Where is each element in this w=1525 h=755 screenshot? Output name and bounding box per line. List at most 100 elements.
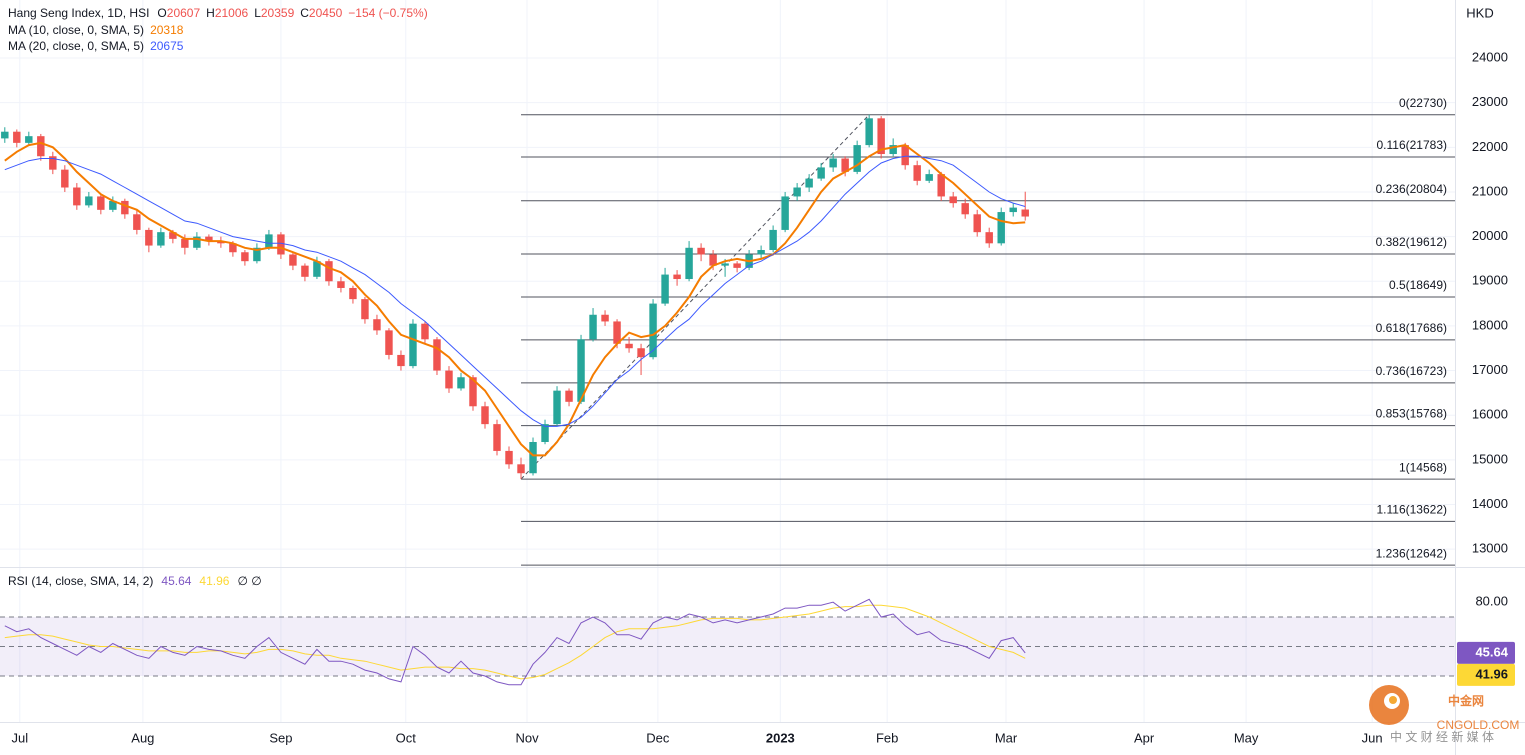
legend-text: 20607	[167, 6, 201, 20]
candle-body	[937, 174, 945, 197]
candle-body	[961, 203, 969, 215]
legend-text: RSI (14, close, SMA, 14, 2)	[8, 574, 153, 588]
candle-body	[481, 406, 489, 425]
candle-body	[193, 236, 201, 248]
candle-body	[625, 343, 633, 349]
candle-body	[853, 145, 861, 172]
candle-body	[601, 314, 609, 322]
fib-label: 0.853(15768)	[1376, 407, 1447, 421]
candle-body	[649, 303, 657, 358]
candle-body	[613, 321, 621, 344]
legend-text: 21006	[215, 6, 249, 20]
y-tick-label: 17000	[1472, 362, 1508, 377]
y-tick-label: 15000	[1472, 451, 1508, 466]
candle-body	[661, 274, 669, 304]
candle-body	[301, 265, 309, 277]
x-tick-label: Oct	[396, 730, 417, 745]
candle-body	[865, 118, 873, 146]
legend-text: 20318	[150, 23, 184, 37]
candle-body	[493, 424, 501, 451]
last-value-box	[1457, 641, 1515, 664]
candle-body	[205, 236, 213, 242]
x-tick-label: Aug	[131, 730, 154, 745]
candle-body	[985, 232, 993, 244]
watermark: 中金网 CNGOLD.COM 中 文 财 经 新 媒 体	[1369, 685, 1519, 744]
x-tick-label: Mar	[995, 730, 1018, 745]
candle-body	[157, 232, 165, 246]
legend-text: 20450	[309, 6, 343, 20]
candle-body	[577, 339, 585, 402]
candle-body	[229, 243, 237, 253]
candle-body	[541, 424, 549, 442]
candle-body	[769, 229, 777, 251]
fib-label: 0.5(18649)	[1389, 278, 1447, 292]
rsi-pane	[0, 598, 1455, 686]
candle-body	[637, 348, 645, 358]
candle-body	[505, 450, 513, 465]
candle-body	[925, 174, 933, 181]
candle-body	[85, 196, 93, 206]
y-tick-label: 19000	[1472, 273, 1508, 288]
last-value-label: 45.64	[1475, 644, 1508, 659]
candle-body	[1021, 209, 1029, 217]
candle-body	[37, 136, 45, 157]
x-tick-label: May	[1234, 730, 1259, 745]
candle-body	[673, 274, 681, 280]
candle-body	[349, 287, 357, 300]
y-tick-label: 13000	[1472, 541, 1508, 556]
y-tick-label: 22000	[1472, 139, 1508, 154]
watermark-slogan: 中 文 财 经 新 媒 体	[1390, 729, 1494, 744]
candle-body	[325, 261, 333, 282]
fib-label: 1(14568)	[1399, 460, 1447, 474]
candle-body	[517, 464, 525, 474]
candle-body	[553, 390, 561, 425]
candle-body	[313, 261, 321, 277]
candle-body	[253, 247, 261, 262]
fib-label: 0.736(16723)	[1376, 364, 1447, 378]
x-tick-label: Dec	[646, 730, 670, 745]
candle-body	[697, 247, 705, 255]
candle-body	[721, 263, 729, 266]
candle-body	[133, 214, 141, 230]
axes: 13000 14000 15000 16000 17000 18000 19000 20000…	[11, 49, 1515, 745]
x-tick-label: Apr	[1134, 730, 1155, 745]
legend-text: 20675	[150, 39, 184, 53]
candle-body	[1, 131, 9, 139]
last-value-label: 41.96	[1475, 666, 1508, 681]
candle-body	[913, 165, 921, 181]
candle-body	[121, 200, 129, 215]
legend-text: Hang Seng Index, 1D, HSI	[8, 6, 149, 20]
grid	[0, 0, 1455, 722]
candle-body	[409, 323, 417, 367]
candle-body	[781, 196, 789, 230]
watermark-logo-dot	[1389, 696, 1397, 704]
main-pane: 0(22730) 0.116(21783) 0.236(20804) 0.382(19…	[1, 96, 1455, 566]
fib-label: 1.236(12642)	[1376, 546, 1447, 560]
candle-body	[529, 441, 537, 474]
candle-body	[289, 254, 297, 266]
legend-text: H	[206, 6, 215, 20]
candle-body	[949, 196, 957, 204]
legend-text: MA (10, close, 0, SMA, 5)	[8, 23, 144, 37]
x-tick-label: Feb	[876, 730, 898, 745]
candle-body	[217, 241, 225, 244]
candle-body	[997, 212, 1005, 244]
watermark-brand: 中金网	[1448, 693, 1484, 708]
candle-body	[421, 323, 429, 340]
fib-label: 0.236(20804)	[1376, 182, 1447, 196]
legend-text: 20359	[261, 6, 295, 20]
candle-body	[109, 200, 117, 210]
legend-text: 45.64	[161, 574, 191, 588]
candle-body	[817, 167, 825, 179]
candle-body	[265, 234, 273, 248]
candle-body	[793, 187, 801, 197]
watermark-site: CNGOLD.COM	[1437, 718, 1520, 732]
candle-body	[1009, 207, 1017, 213]
fib-label: 1.116(13622)	[1377, 503, 1448, 517]
candle-body	[97, 196, 105, 210]
x-tick-label: Jun	[1362, 730, 1383, 745]
legend-text: L	[254, 6, 261, 20]
legend-text: C	[300, 6, 309, 20]
